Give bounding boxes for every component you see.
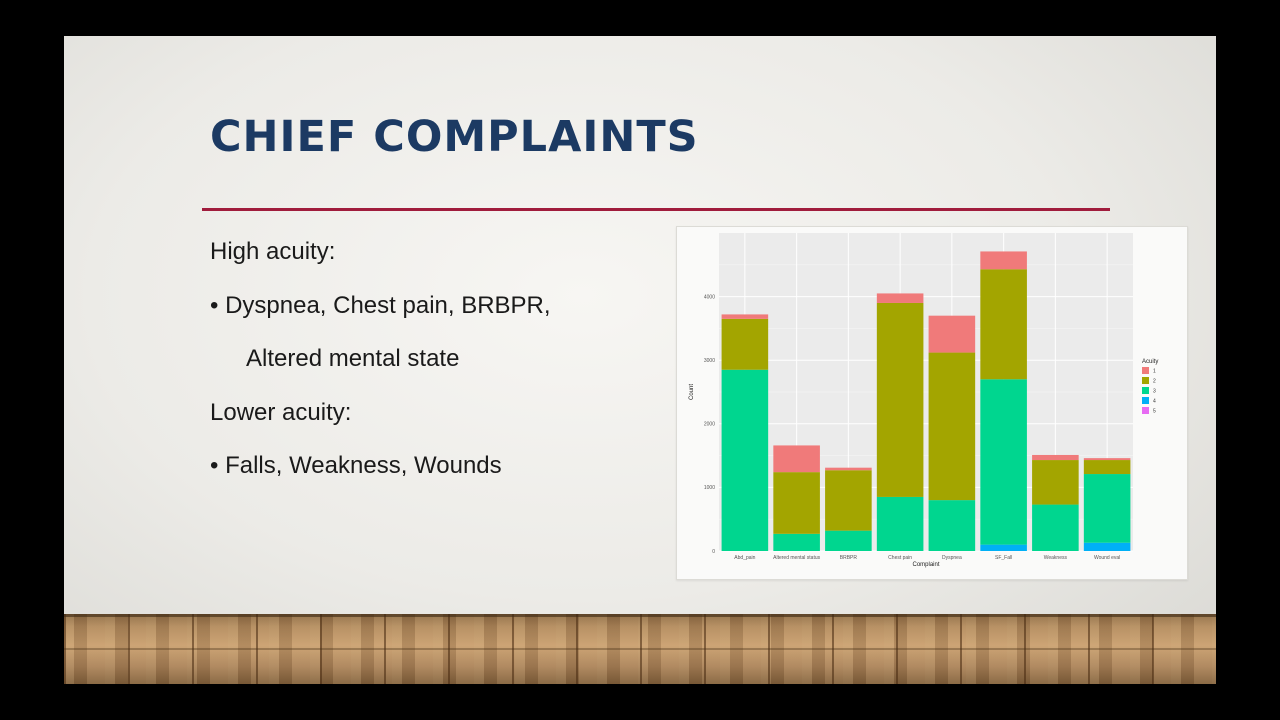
bar-segment-wound-eval-acuity-3 bbox=[1083, 474, 1131, 543]
y-axis-label: Count bbox=[689, 384, 695, 400]
bar-segment-altered-mental-status-acuity-2 bbox=[773, 472, 820, 534]
bar-segment-dyspnea-acuity-1 bbox=[928, 315, 976, 353]
legend-swatch-5 bbox=[1142, 407, 1149, 414]
high-acuity-item: • Dyspnea, Chest pain, BRBPR, bbox=[210, 292, 551, 319]
x-tick-label: Chest pain bbox=[888, 555, 912, 561]
bar-segment-sf-fall-acuity-3 bbox=[980, 379, 1027, 545]
x-tick-label: Wound eval bbox=[1094, 555, 1120, 561]
bar-segment-wound-eval-acuity-1 bbox=[1083, 458, 1131, 461]
legend-label-2: 2 bbox=[1153, 379, 1156, 385]
legend-swatch-2 bbox=[1142, 377, 1149, 384]
legend-swatch-1 bbox=[1142, 367, 1149, 374]
bar-segment-wound-eval-acuity-2 bbox=[1083, 460, 1131, 475]
high-acuity-item-continued: Altered mental state bbox=[246, 345, 460, 372]
slide-title: CHIEF COMPLAINTS bbox=[210, 112, 699, 162]
bar-segment-abd-pain-acuity-1 bbox=[721, 314, 769, 319]
chart-frame: 0 1000 2000 3000 4000 Abd_pain Altered mental … bbox=[676, 226, 1188, 580]
low-acuity-item: • Falls, Weakness, Wounds bbox=[210, 452, 502, 479]
high-acuity-heading: High acuity: bbox=[210, 238, 336, 265]
bar-segment-chest-pain-acuity-1 bbox=[876, 293, 924, 303]
x-tick-label: Altered mental status bbox=[773, 555, 820, 561]
bar-segment-sf-fall-acuity-4 bbox=[980, 544, 1027, 551]
legend-label-4: 4 bbox=[1153, 399, 1156, 405]
bar-segment-weakness-acuity-1 bbox=[1032, 454, 1079, 461]
bar-segment-sf-fall-acuity-2 bbox=[980, 269, 1027, 380]
legend-label-5: 5 bbox=[1153, 409, 1156, 415]
y-tick-label: 3000 bbox=[704, 358, 715, 364]
legend-swatch-3 bbox=[1142, 387, 1149, 394]
legend-swatch-4 bbox=[1142, 397, 1149, 404]
bar-segment-wound-eval-acuity-4 bbox=[1083, 542, 1131, 551]
x-tick-label: SF_Fall bbox=[995, 555, 1012, 561]
bar-segment-abd-pain-acuity-3 bbox=[721, 369, 769, 551]
x-tick-label: BRBPR bbox=[840, 555, 858, 561]
x-tick-label: Weakness bbox=[1044, 555, 1068, 561]
bar-segment-brbpr-acuity-2 bbox=[825, 470, 872, 531]
legend-label-1: 1 bbox=[1153, 369, 1156, 375]
x-axis-label: Complaint bbox=[912, 562, 939, 568]
bar-segment-chest-pain-acuity-3 bbox=[876, 496, 924, 551]
bar-segment-dyspnea-acuity-3 bbox=[928, 500, 976, 551]
slide: CHIEF COMPLAINTS High acuity: • Dyspnea,… bbox=[64, 36, 1216, 684]
bar-segment-altered-mental-status-acuity-1 bbox=[773, 445, 820, 473]
bar-segment-chest-pain-acuity-2 bbox=[876, 302, 924, 497]
bar-segment-weakness-acuity-3 bbox=[1032, 504, 1079, 551]
bar-segment-weakness-acuity-2 bbox=[1032, 460, 1079, 505]
bar-segment-abd-pain-acuity-2 bbox=[721, 318, 769, 370]
bar-segment-brbpr-acuity-1 bbox=[825, 467, 872, 471]
wood-floor-decoration bbox=[64, 614, 1216, 684]
y-tick-label: 2000 bbox=[704, 422, 715, 428]
bar-segment-sf-fall-acuity-1 bbox=[980, 251, 1027, 270]
low-acuity-heading: Lower acuity: bbox=[210, 399, 352, 426]
x-tick-label: Dyspnea bbox=[942, 555, 962, 561]
stacked-bar-chart: 0 1000 2000 3000 4000 Abd_pain Altered mental … bbox=[689, 233, 1158, 568]
y-tick-label: 0 bbox=[712, 549, 715, 555]
title-underline bbox=[202, 208, 1110, 211]
y-tick-label: 4000 bbox=[704, 294, 715, 300]
bar-segment-dyspnea-acuity-2 bbox=[928, 352, 976, 501]
legend-title: Acuity bbox=[1142, 359, 1158, 365]
y-tick-label: 1000 bbox=[704, 485, 715, 491]
bar-segment-altered-mental-status-acuity-3 bbox=[773, 533, 820, 551]
bar-segment-brbpr-acuity-3 bbox=[825, 530, 872, 551]
legend-label-3: 3 bbox=[1153, 389, 1156, 395]
x-tick-label: Abd_pain bbox=[734, 555, 755, 561]
